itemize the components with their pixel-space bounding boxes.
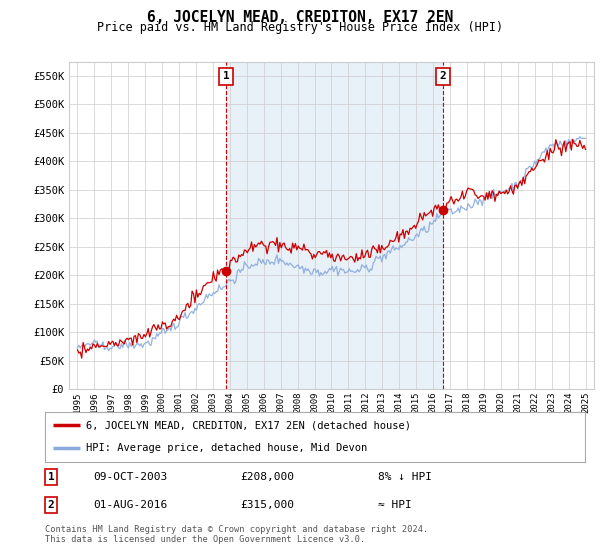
Text: Contains HM Land Registry data © Crown copyright and database right 2024.
This d: Contains HM Land Registry data © Crown c… [45, 525, 428, 544]
Text: 1: 1 [223, 72, 230, 81]
Text: 6, JOCELYN MEAD, CREDITON, EX17 2EN (detached house): 6, JOCELYN MEAD, CREDITON, EX17 2EN (det… [86, 420, 410, 430]
Text: HPI: Average price, detached house, Mid Devon: HPI: Average price, detached house, Mid … [86, 444, 367, 454]
Text: 09-OCT-2003: 09-OCT-2003 [93, 472, 167, 482]
Text: 2: 2 [440, 72, 446, 81]
Text: £315,000: £315,000 [240, 500, 294, 510]
Text: ≈ HPI: ≈ HPI [378, 500, 412, 510]
Text: Price paid vs. HM Land Registry's House Price Index (HPI): Price paid vs. HM Land Registry's House … [97, 21, 503, 34]
Text: £208,000: £208,000 [240, 472, 294, 482]
Text: 1: 1 [47, 472, 55, 482]
Bar [226, 62, 443, 389]
Text: 8% ↓ HPI: 8% ↓ HPI [378, 472, 432, 482]
Text: 01-AUG-2016: 01-AUG-2016 [93, 500, 167, 510]
Text: 6, JOCELYN MEAD, CREDITON, EX17 2EN: 6, JOCELYN MEAD, CREDITON, EX17 2EN [147, 10, 453, 25]
Text: 2: 2 [47, 500, 55, 510]
